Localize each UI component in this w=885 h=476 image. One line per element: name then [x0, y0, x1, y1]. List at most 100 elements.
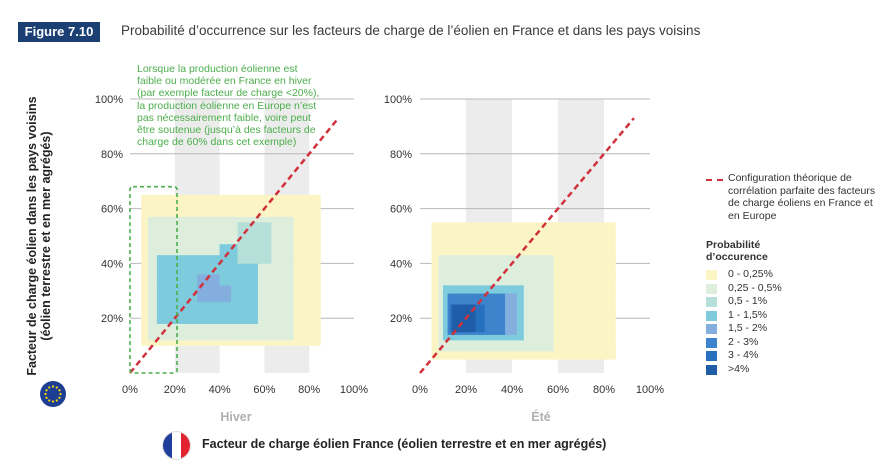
- heatmap-cell: [259, 257, 272, 272]
- x-tick-label: 80%: [593, 384, 615, 396]
- heatmap-cell: [489, 222, 501, 237]
- heatmap-cell: [541, 268, 554, 283]
- annotation-text: Lorsque la production éolienne est faibl…: [137, 63, 320, 149]
- heatmap-cell: [466, 222, 478, 237]
- heatmap-cell: [558, 249, 570, 264]
- heatmap-cell: [168, 309, 180, 324]
- heatmap-cell: [592, 290, 605, 305]
- heatmap-cell: [208, 288, 220, 303]
- heatmap-cell: [449, 337, 462, 352]
- heatmap-cell: [454, 222, 467, 237]
- heatmap-cell: [141, 194, 153, 209]
- heatmap-cell: [443, 222, 455, 237]
- heatmap-cell: [309, 208, 321, 223]
- figure-title: Probabilité d’occurrence sur les facteur…: [121, 23, 701, 38]
- heatmap-cell: [219, 208, 232, 223]
- legend-bin-label: 1,5 - 2%: [728, 322, 768, 334]
- heatmap-cell: [298, 318, 310, 333]
- heatmap-cell: [152, 208, 164, 223]
- heatmap-cell: [186, 208, 198, 223]
- heatmap-cell: [452, 318, 464, 333]
- heatmap-cell: [141, 318, 153, 333]
- heatmap-cell: [484, 255, 497, 270]
- heatmap-cell: [159, 326, 171, 341]
- heatmap-cell: [203, 326, 216, 341]
- heatmap-cell: [558, 222, 570, 237]
- heatmap-cell: [431, 277, 444, 292]
- heatmap-cell: [259, 285, 272, 300]
- legend-probability-title-line1: Probabilité: [706, 239, 761, 251]
- heatmap-cell: [181, 230, 194, 245]
- heatmap-cell: [558, 236, 570, 250]
- heatmap-cell: [271, 244, 283, 259]
- heatmap-cell: [477, 236, 490, 250]
- heatmap-cell: [168, 268, 180, 283]
- heatmap-cell: [454, 285, 467, 300]
- y-tick-label: 20%: [390, 313, 412, 325]
- heatmap-cell: [466, 345, 478, 360]
- heatmap-cell: [558, 304, 570, 319]
- legend-swatch-4: [706, 324, 717, 334]
- heatmap-cell: [604, 331, 616, 346]
- heatmap-cell: [203, 244, 216, 259]
- legend-bin-item: 1,5 - 2%: [706, 322, 876, 336]
- heatmap-cell: [546, 345, 559, 360]
- heatmap-cell: [443, 236, 455, 250]
- heatmap-cell: [219, 288, 232, 303]
- heatmap-cell: [259, 249, 272, 264]
- legend-bin-label: 2 - 3%: [728, 335, 759, 348]
- heatmap-cell: [141, 304, 153, 319]
- figure-badge: Figure 7.10: [18, 22, 100, 42]
- heatmap-cell: [431, 263, 444, 278]
- heatmap-cell: [282, 230, 294, 245]
- heatmap-cell: [219, 257, 232, 272]
- heatmap-cell: [186, 194, 198, 209]
- panel-label: Été: [531, 409, 551, 424]
- heatmap-cell: [493, 307, 506, 322]
- heatmap-cell: [181, 216, 194, 231]
- heatmap-cell: [558, 345, 570, 360]
- panel-label: Hiver: [220, 410, 251, 424]
- heatmap-cell: [224, 309, 236, 324]
- heatmap-cell: [141, 263, 153, 278]
- x-tick-label: 40%: [501, 384, 523, 396]
- heatmap-cell: [271, 299, 283, 314]
- heatmap-cell: [298, 290, 310, 305]
- heatmap-cell: [309, 290, 321, 305]
- chart-panel-ete: 0% 20% 40% 60% 80% 100% 20% 40% 60% 80% 100% Été: [384, 94, 664, 424]
- heatmap-cell: [592, 249, 605, 264]
- heatmap-cell: [518, 268, 531, 283]
- heatmap-cell: [181, 244, 194, 259]
- y-axis-label-line1: Facteur de charge éolien dans les pays v…: [25, 96, 39, 376]
- heatmap-cell: [431, 331, 444, 346]
- heatmap-cell: [604, 249, 616, 264]
- heatmap-cell: [541, 323, 554, 338]
- heatmap-cell: [212, 296, 225, 311]
- y-tick-label: 40%: [390, 258, 412, 270]
- heatmap-cell: [192, 230, 205, 245]
- heatmap-cell: [466, 236, 478, 250]
- heatmap-cell: [179, 309, 191, 324]
- heatmap-cell: [604, 263, 616, 278]
- heatmap-cell: [208, 208, 220, 223]
- legend-swatch-7: [706, 364, 717, 375]
- heatmap-cell: [482, 320, 494, 335]
- heatmap-cell: [541, 282, 554, 297]
- legend-bins: 0 - 0,25% 0,25 - 0,5% 0,5 - 1% 1 - 1,5% …: [706, 268, 876, 376]
- heatmap-cell: [592, 277, 605, 292]
- legend-dash-swatch: [706, 179, 723, 181]
- highlight-region: [129, 185, 178, 374]
- heatmap-cell: [298, 263, 310, 278]
- heatmap-cell: [259, 312, 272, 327]
- heatmap-cell: [141, 222, 153, 237]
- heatmap-cell: [212, 255, 225, 270]
- heatmap-cell: [298, 208, 310, 223]
- heatmap-cell: [546, 222, 559, 237]
- heatmap-cell: [242, 194, 254, 209]
- heatmap-cell: [190, 282, 202, 297]
- heatmap-cell: [156, 268, 169, 283]
- heatmap-cell: [309, 304, 321, 319]
- heatmap-cell: [495, 268, 508, 283]
- heatmap-cell: [558, 277, 570, 292]
- legend-bin-label: 3 - 4%: [728, 349, 759, 361]
